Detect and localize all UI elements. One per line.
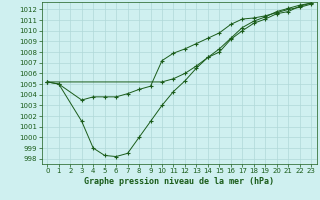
X-axis label: Graphe pression niveau de la mer (hPa): Graphe pression niveau de la mer (hPa) [84, 177, 274, 186]
